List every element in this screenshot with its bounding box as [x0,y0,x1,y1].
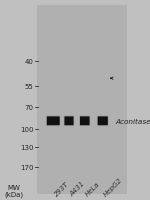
FancyBboxPatch shape [64,117,74,126]
FancyBboxPatch shape [46,116,60,127]
FancyBboxPatch shape [97,116,109,127]
Text: HepG2: HepG2 [103,176,124,197]
FancyBboxPatch shape [80,117,90,126]
Text: 100: 100 [20,126,33,132]
Text: 293T: 293T [53,180,70,197]
FancyBboxPatch shape [98,117,108,126]
Text: 40: 40 [25,59,33,65]
FancyBboxPatch shape [79,116,90,127]
Text: 170: 170 [20,164,33,170]
FancyBboxPatch shape [47,117,60,126]
Text: HeLa: HeLa [85,180,101,197]
Text: 130: 130 [20,144,33,150]
Text: MW
(kDa): MW (kDa) [4,184,23,197]
Text: 70: 70 [24,104,33,110]
Bar [37,6,127,194]
Text: 55: 55 [25,84,33,90]
Text: A431: A431 [69,180,86,197]
Text: Aconitase 2: Aconitase 2 [116,118,150,124]
FancyBboxPatch shape [64,116,74,127]
